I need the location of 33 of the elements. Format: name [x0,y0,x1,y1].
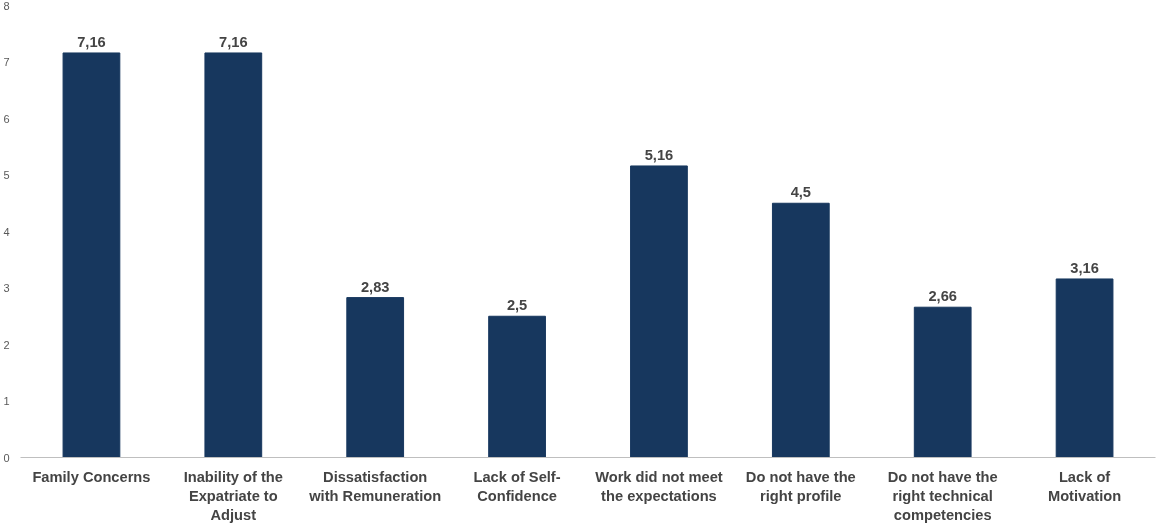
bar [204,52,263,458]
bar [913,306,972,458]
x-tick-label: Family Concerns [32,468,151,485]
y-tick-label: 0 [3,451,10,464]
data-label: 2,83 [360,278,390,295]
data-label: 4,5 [790,184,811,201]
bar [630,165,688,458]
x-tick-label: Do not have the right technical competencies [887,468,998,523]
bar [771,202,830,458]
bar [1055,278,1114,458]
data-label: 7,16 [219,33,248,50]
data-label: 2,66 [928,288,957,305]
y-tick-label: 2 [3,338,10,351]
bar [346,297,405,458]
bar [488,315,546,458]
bar [62,52,121,458]
data-label: 7,16 [77,33,106,50]
x-tick-label: Do not have the right profile [745,468,856,504]
y-tick-label: 1 [3,395,10,407]
y-tick-label: 8 [3,0,10,12]
data-label: 2,5 [506,297,528,314]
y-tick-label: 7 [3,56,10,68]
y-tick-label: 5 [3,169,10,181]
data-label: 5,16 [644,146,674,163]
y-tick-label: 4 [3,225,10,238]
y-tick-label: 6 [3,112,10,125]
x-tick-label: Dissatisfaction with Remuneration [308,468,442,504]
x-tick-label: Inability of the Expatriate to Adjust [183,468,283,523]
y-tick-label: 3 [3,282,10,294]
data-label: 3,16 [1070,259,1099,276]
x-tick-label: Lack of Self-Confidence [473,468,561,504]
x-tick-label: Work did not meet the expectations [595,468,723,504]
x-tick-label: Lack of Motivation [1047,468,1122,504]
